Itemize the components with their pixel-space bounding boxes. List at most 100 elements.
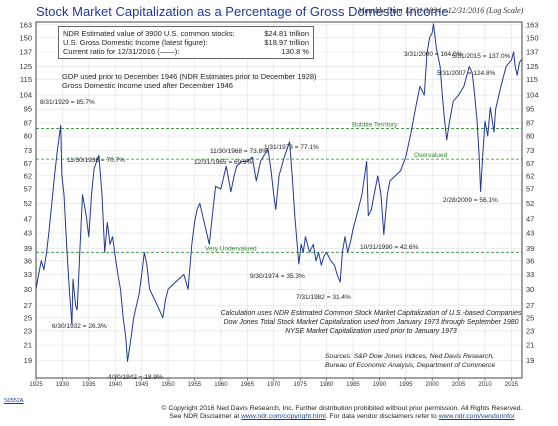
y-tick-label: 43 <box>526 229 534 238</box>
copyright-link[interactable]: www.ndr.com/copyright.html <box>241 413 326 420</box>
calc-line: Calculation uses NDR Estimated Common St… <box>220 310 522 317</box>
info-label: U.S. Gross Domestic Income (latest figur… <box>63 38 208 47</box>
annotation-label: 8/31/1929 = 85.7% <box>40 99 95 106</box>
y-tick-label: 95 <box>526 105 534 114</box>
y-tick-label: 150 <box>526 33 539 42</box>
annotation-label: 6/30/1932 = 26.3% <box>52 323 107 330</box>
calc-line: NYSE Market Capitalization used prior to… <box>285 328 457 335</box>
x-tick-label: 2010 <box>478 382 492 388</box>
reference-lines: Bubble Territory Overvalued Very Undervalu… <box>36 121 522 253</box>
series-line <box>35 23 523 362</box>
copyright-line: © Copyright 2016 Ned Davis Research, Inc… <box>161 405 523 412</box>
y-tick-label: 19 <box>24 356 32 365</box>
sources-line: Sources: S&P Dow Jones Indices, Ned Davi… <box>325 353 494 360</box>
chart-code-link[interactable]: S0552A <box>4 398 24 404</box>
info-row-stocks: NDR Estimated value of 3900 U.S. common … <box>63 29 309 38</box>
y-tick-label: 52 <box>526 199 534 208</box>
plot-frame <box>35 21 523 379</box>
annotation-label: 7/31/1982 = 31.4% <box>296 294 351 301</box>
y-tick-label: 125 <box>19 62 32 71</box>
y-tick-label: 52 <box>24 199 32 208</box>
annotation-label: 3/31/2000 = 164.0% <box>404 51 463 58</box>
y-tick-label: 67 <box>526 159 534 168</box>
y-tick-label: 25 <box>24 313 32 322</box>
y-tick-label: 39 <box>526 244 534 253</box>
y-tick-label: 95 <box>24 105 32 114</box>
x-tick-label: 2015 <box>505 382 519 388</box>
y-tick-label: 80 <box>526 132 534 141</box>
y-tick-label: 137 <box>526 47 539 56</box>
x-tick-label: 1955 <box>188 382 202 388</box>
y-tick-label: 23 <box>526 326 534 335</box>
x-tick-label: 1930 <box>56 382 70 388</box>
x-tick-label: 1985 <box>346 382 360 388</box>
y-tick-label: 150 <box>19 33 32 42</box>
x-tick-label: 1940 <box>109 382 123 388</box>
x-tick-label: 1970 <box>267 382 281 388</box>
x-tick-label: 1990 <box>373 382 387 388</box>
y-tick-label: 80 <box>24 132 32 141</box>
calc-line: Dow Jones Total Stock Market Capitalizat… <box>223 319 519 326</box>
x-tick-label: 1965 <box>241 382 255 388</box>
info-value: 130.8 % <box>281 47 309 56</box>
x-tick-label: 1995 <box>399 382 413 388</box>
y-tick-label: 163 <box>526 20 539 29</box>
x-tick-label: 2000 <box>426 382 440 388</box>
x-tick-label: 1925 <box>29 382 43 388</box>
disclaimer-line: See NDR Disclaimer at www.ndr.com/copyri… <box>128 413 556 421</box>
x-tick-label: 1935 <box>82 382 96 388</box>
info-value: $24.81 trillion <box>264 29 309 38</box>
y-tick-label: 57 <box>24 184 32 193</box>
annotation-label: 11/30/1968 = 73.8% <box>210 148 268 155</box>
axis-ticks: 19 19 21 21 23 23 25 25 27 27 30 30 33 33 36 36 39 39 43 43… <box>19 20 538 388</box>
reference-label: Overvalued <box>414 152 448 159</box>
y-tick-label: 73 <box>24 146 32 155</box>
y-tick-label: 21 <box>24 340 32 349</box>
annotation-label: 11/30/1936 = 70.7% <box>67 157 125 164</box>
y-tick-label: 30 <box>24 285 32 294</box>
y-tick-label: 163 <box>19 20 32 29</box>
info-label: Current ratio for 12/31/2016 (——): <box>63 47 180 56</box>
disclaimer-text: See NDR Disclaimer at <box>169 413 242 420</box>
y-tick-label: 39 <box>24 244 32 253</box>
y-tick-label: 125 <box>526 62 539 71</box>
y-tick-label: 62 <box>24 171 32 180</box>
y-tick-label: 43 <box>24 229 32 238</box>
info-row-gdi: U.S. Gross Domestic Income (latest figur… <box>63 38 309 47</box>
y-tick-label: 115 <box>20 75 32 84</box>
y-tick-label: 47 <box>526 215 534 224</box>
vendor-link[interactable]: www.ndr.com/vendorinfo/ <box>438 413 515 420</box>
y-tick-label: 21 <box>526 340 534 349</box>
data-note: GDP used prior to December 1946 (NDR Est… <box>62 72 317 90</box>
y-tick-label: 36 <box>526 256 534 265</box>
annotations: 8/31/1929 = 85.7% 6/30/1932 = 26.3% 11/30/… <box>40 51 511 381</box>
y-tick-label: 27 <box>24 301 32 310</box>
info-label: NDR Estimated value of 3900 U.S. common … <box>63 29 235 38</box>
sources-note: Sources: S&P Dow Jones Indices, Ned Davi… <box>325 352 495 370</box>
y-tick-label: 137 <box>19 47 32 56</box>
y-tick-label: 30 <box>526 285 534 294</box>
y-tick-label: 33 <box>526 270 534 279</box>
y-tick-label: 36 <box>24 256 32 265</box>
y-tick-label: 73 <box>526 146 534 155</box>
y-tick-label: 57 <box>526 184 534 193</box>
annotation-label: 9/30/1974 = 35.3% <box>250 273 305 280</box>
chart-subtitle: Monthly Data 12/31/1924 - 12/31/2016 (Lo… <box>358 6 524 15</box>
y-tick-label: 25 <box>526 313 534 322</box>
reference-label: Very Undervalued <box>205 245 257 252</box>
x-tick-label: 2005 <box>452 382 466 388</box>
x-tick-label: 1960 <box>214 382 228 388</box>
annotation-label: 2/28/2009 = 56.1% <box>443 197 498 204</box>
annotation-label: 10/31/1990 = 42.6% <box>360 244 419 251</box>
series <box>35 23 523 362</box>
y-tick-label: 87 <box>526 118 534 127</box>
annotation-label: 1/31/1973 = 77.1% <box>264 144 319 151</box>
info-value: $18.97 trillion <box>264 38 309 47</box>
x-tick-label: 1950 <box>161 382 175 388</box>
annotation-label: 5/31/2015 = 137.0% <box>452 53 511 60</box>
info-box: NDR Estimated value of 3900 U.S. common … <box>58 26 314 59</box>
copyright-footer: © Copyright 2016 Ned Davis Research, Inc… <box>128 405 556 421</box>
x-tick-label: 1945 <box>135 382 149 388</box>
y-tick-label: 67 <box>24 159 32 168</box>
